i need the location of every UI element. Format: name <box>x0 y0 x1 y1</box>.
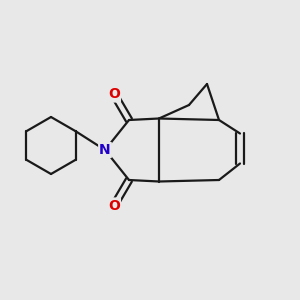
Text: O: O <box>108 88 120 101</box>
Text: O: O <box>108 199 120 212</box>
Text: N: N <box>99 143 111 157</box>
